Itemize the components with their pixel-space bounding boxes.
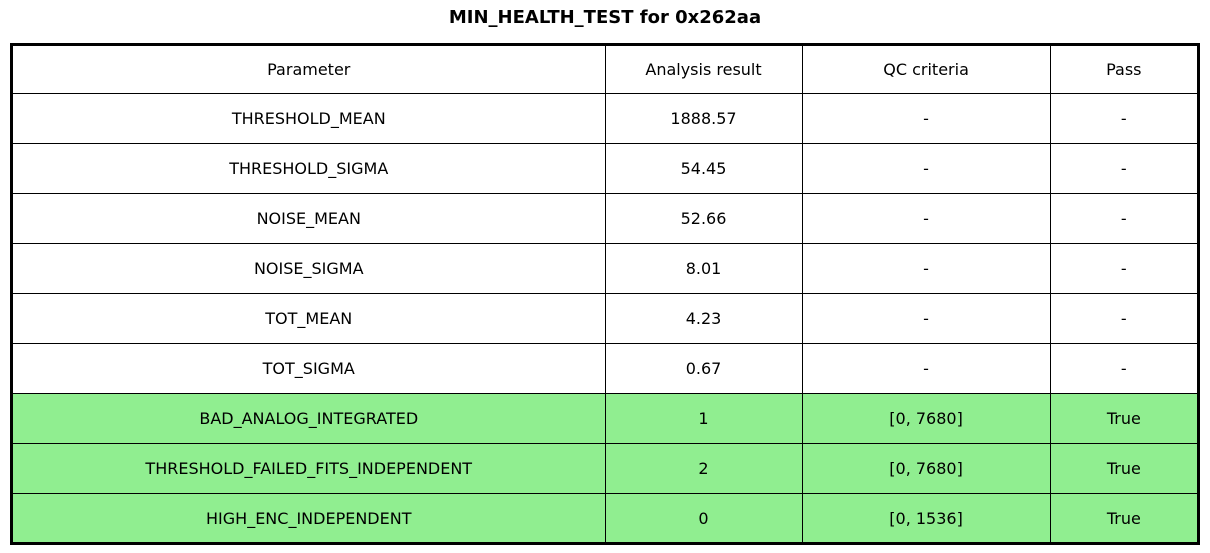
header-row: Parameter Analysis result QC criteria Pa…: [11, 44, 1200, 94]
cell-parameter: NOISE_MEAN: [11, 193, 606, 244]
cell-parameter: THRESHOLD_SIGMA: [11, 143, 606, 194]
cell-analysis-result: 52.66: [604, 193, 803, 244]
cell-pass: -: [1049, 93, 1200, 144]
cell-analysis-result: 1: [604, 393, 803, 444]
column-header-parameter: Parameter: [11, 44, 606, 94]
cell-analysis-result: 8.01: [604, 243, 803, 294]
table-row: TOT_SIGMA 0.67- -: [11, 343, 1200, 394]
table-header: Parameter Analysis result QC criteria Pa…: [11, 44, 1200, 94]
cell-qc-criteria: [0, 7680]: [801, 443, 1051, 494]
cell-analysis-result: 2: [604, 443, 803, 494]
cell-pass: -: [1049, 343, 1200, 394]
cell-qc-criteria: -: [801, 193, 1051, 244]
cell-pass: True: [1049, 393, 1200, 444]
cell-parameter: TOT_SIGMA: [11, 343, 606, 394]
cell-qc-criteria: -: [801, 243, 1051, 294]
cell-analysis-result: 54.45: [604, 143, 803, 194]
cell-pass: -: [1049, 293, 1200, 344]
page-title: MIN_HEALTH_TEST for 0x262aa: [448, 7, 762, 28]
table-row: THRESHOLD_MEAN 1888.57- -: [11, 93, 1200, 144]
table-row: THRESHOLD_SIGMA 54.45- -: [11, 143, 1200, 194]
cell-qc-criteria: [0, 1536]: [801, 493, 1051, 544]
cell-qc-criteria: [0, 7680]: [801, 393, 1051, 444]
cell-analysis-result: 1888.57: [604, 93, 803, 144]
cell-parameter: NOISE_SIGMA: [11, 243, 606, 294]
table-row: NOISE_MEAN 52.66- -: [11, 193, 1200, 244]
table-row: NOISE_SIGMA 8.01- -: [11, 243, 1200, 294]
cell-parameter: THRESHOLD_MEAN: [11, 93, 606, 144]
table-row: HIGH_ENC_INDEPENDENT 0 [0, 1536] True: [11, 493, 1200, 544]
cell-parameter: THRESHOLD_FAILED_FITS_INDEPENDENT: [11, 443, 606, 494]
cell-analysis-result: 4.23: [604, 293, 803, 344]
cell-qc-criteria: -: [801, 93, 1051, 144]
table-row: THRESHOLD_FAILED_FITS_INDEPENDENT 2 [0, 76…: [11, 443, 1200, 494]
cell-analysis-result: 0.67: [604, 343, 803, 394]
cell-parameter: BAD_ANALOG_INTEGRATED: [11, 393, 606, 444]
cell-analysis-result: 0: [604, 493, 803, 544]
column-header-qc-criteria: QC criteria: [801, 44, 1051, 94]
cell-pass: True: [1049, 443, 1200, 494]
cell-pass: -: [1049, 243, 1200, 294]
cell-pass: True: [1049, 493, 1200, 544]
column-header-analysis-result: Analysis result: [604, 44, 803, 94]
cell-pass: -: [1049, 193, 1200, 244]
table-row: BAD_ANALOG_INTEGRATED 1 [0, 7680] True: [11, 393, 1200, 444]
column-header-pass: Pass: [1049, 44, 1200, 94]
cell-qc-criteria: -: [801, 143, 1051, 194]
cell-pass: -: [1049, 143, 1200, 194]
cell-qc-criteria: -: [801, 343, 1051, 394]
table-row: TOT_MEAN 4.23- -: [11, 293, 1200, 344]
cell-parameter: TOT_MEAN: [11, 293, 606, 344]
table-body: THRESHOLD_MEAN 1888.57- - THRESHOLD_SIGMA 54…: [11, 93, 1200, 544]
cell-parameter: HIGH_ENC_INDEPENDENT: [11, 493, 606, 544]
cell-qc-criteria: -: [801, 293, 1051, 344]
qc-results-table: Parameter Analysis result QC criteria Pa…: [10, 43, 1200, 545]
